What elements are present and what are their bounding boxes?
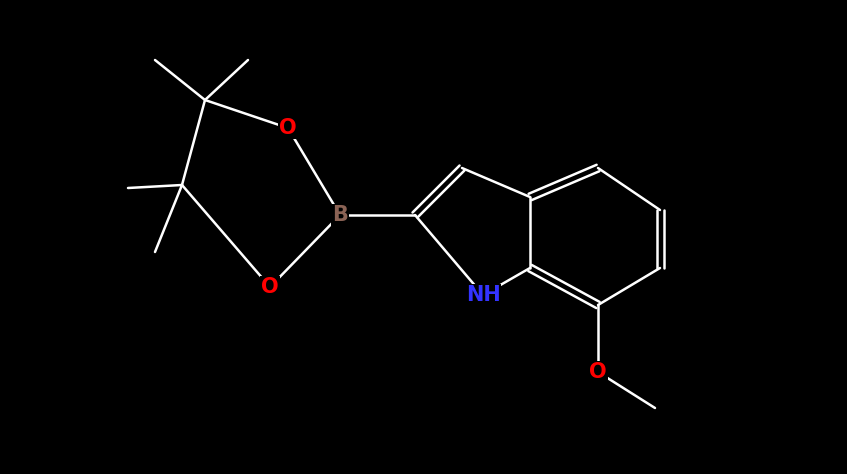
Text: O: O	[280, 118, 296, 138]
Text: O: O	[590, 362, 606, 382]
Text: NH: NH	[466, 285, 501, 305]
Text: B: B	[332, 205, 348, 225]
Text: O: O	[261, 277, 279, 297]
